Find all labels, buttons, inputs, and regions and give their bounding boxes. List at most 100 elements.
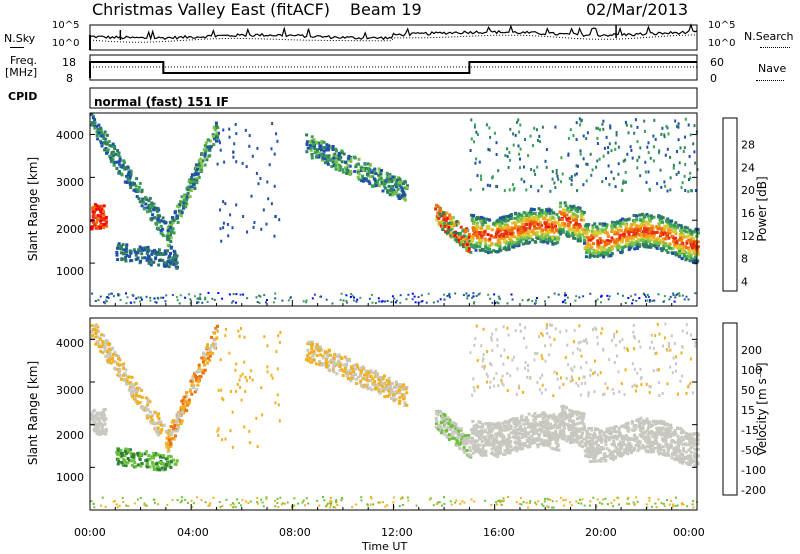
velocity-pixel bbox=[221, 505, 224, 507]
velocity-pixel bbox=[535, 503, 538, 506]
power-pixel bbox=[600, 301, 602, 304]
power-pixel bbox=[553, 181, 556, 185]
power-pixel bbox=[606, 248, 610, 252]
power-pixel bbox=[274, 292, 277, 295]
velocity-pixel bbox=[347, 371, 351, 375]
power-pixel bbox=[544, 223, 548, 227]
power-pixel bbox=[93, 223, 97, 227]
power-pixel bbox=[222, 221, 225, 225]
velocity-pixel bbox=[163, 467, 167, 471]
power-pixel bbox=[472, 292, 475, 295]
power-pixel bbox=[548, 212, 552, 216]
power-pixel bbox=[595, 165, 598, 169]
power-pixel bbox=[394, 301, 397, 304]
power-pixel bbox=[201, 159, 205, 163]
power-pixel bbox=[552, 211, 556, 215]
velocity-pixel bbox=[176, 499, 179, 501]
velocity-pixel bbox=[327, 368, 331, 372]
power-pixel bbox=[147, 261, 151, 265]
velocity-pixel bbox=[216, 429, 219, 433]
power-pixel bbox=[525, 188, 528, 192]
velocity-pixel bbox=[336, 504, 339, 506]
power-pixel bbox=[146, 249, 150, 253]
velocity-pixel bbox=[507, 496, 510, 498]
velocity-pixel bbox=[454, 431, 458, 435]
velocity-pixel bbox=[467, 448, 471, 452]
velocity-pixel bbox=[238, 334, 241, 338]
power-pixel bbox=[475, 216, 479, 220]
power-pixel bbox=[417, 301, 420, 304]
power-pixel bbox=[575, 172, 578, 176]
power-pixel bbox=[125, 245, 129, 249]
power-pixel bbox=[131, 293, 134, 296]
power-pixel bbox=[351, 294, 354, 297]
power-pixel bbox=[126, 165, 130, 169]
velocity-pixel bbox=[515, 431, 519, 435]
power-pixel bbox=[512, 235, 516, 239]
velocity-pixel bbox=[664, 438, 668, 442]
power-pixel bbox=[327, 148, 331, 152]
power-pixel bbox=[696, 252, 700, 256]
power-pixel bbox=[399, 301, 402, 304]
velocity-pixel bbox=[181, 410, 185, 414]
power-pixel bbox=[658, 218, 662, 221]
power-pixel bbox=[162, 220, 166, 224]
power-pixel bbox=[380, 300, 383, 303]
power-pixel bbox=[113, 147, 117, 150]
velocity-pixel bbox=[398, 391, 402, 395]
power-pixel bbox=[687, 298, 690, 301]
velocity-pixel bbox=[441, 414, 445, 418]
power-pixel bbox=[127, 179, 131, 182]
velocity-pixel bbox=[158, 461, 162, 465]
velocity-pixel bbox=[345, 375, 349, 378]
power-pixel bbox=[125, 250, 128, 254]
velocity-pixel bbox=[459, 502, 462, 505]
power-pixel bbox=[607, 247, 611, 250]
power-pixel bbox=[481, 222, 485, 226]
velocity-pixel bbox=[625, 502, 628, 505]
power-pixel bbox=[158, 259, 162, 262]
velocity-pixel bbox=[169, 442, 173, 446]
velocity-pixel bbox=[660, 502, 663, 505]
power-pixel bbox=[147, 199, 151, 203]
velocity-pixel bbox=[678, 454, 682, 458]
power-pixel bbox=[174, 254, 177, 258]
power-pixel bbox=[687, 238, 691, 242]
power-pixel bbox=[521, 234, 525, 238]
power-pixel bbox=[681, 294, 684, 297]
velocity-pixel bbox=[520, 503, 523, 506]
power-pixel bbox=[500, 226, 504, 230]
power-pixel bbox=[448, 294, 451, 297]
power-pixel bbox=[342, 152, 346, 156]
velocity-pixel bbox=[679, 441, 683, 445]
velocity-pixel bbox=[680, 431, 683, 435]
velocity-pixel bbox=[405, 385, 409, 389]
power-pixel bbox=[387, 184, 391, 188]
velocity-pixel bbox=[673, 429, 677, 432]
power-pixel bbox=[592, 248, 596, 252]
velocity-pixel bbox=[156, 465, 159, 469]
power-pixel bbox=[180, 211, 184, 215]
power-pixel bbox=[656, 225, 660, 229]
power-pixel bbox=[189, 189, 193, 192]
power-pixel bbox=[116, 244, 120, 248]
power-pixel bbox=[123, 257, 127, 261]
power-pixel bbox=[393, 183, 397, 187]
power-pixel bbox=[159, 252, 163, 256]
velocity-pixel bbox=[534, 501, 537, 504]
power-pixel bbox=[580, 211, 584, 215]
velocity-pixel bbox=[307, 340, 311, 344]
power-pixel bbox=[346, 168, 350, 172]
power-pixel bbox=[616, 292, 619, 295]
velocity-pixel bbox=[208, 346, 212, 350]
power-pixel bbox=[395, 299, 398, 302]
power-pixel bbox=[382, 179, 386, 183]
power-pixel bbox=[570, 175, 573, 179]
velocity-pixel bbox=[178, 414, 182, 418]
noise-panel-frame bbox=[89, 24, 698, 51]
power-pixel bbox=[219, 208, 222, 212]
velocity-pixel bbox=[344, 371, 348, 375]
power-pixel bbox=[570, 233, 574, 237]
power-pixel bbox=[263, 294, 266, 297]
power-pixel bbox=[548, 230, 552, 234]
